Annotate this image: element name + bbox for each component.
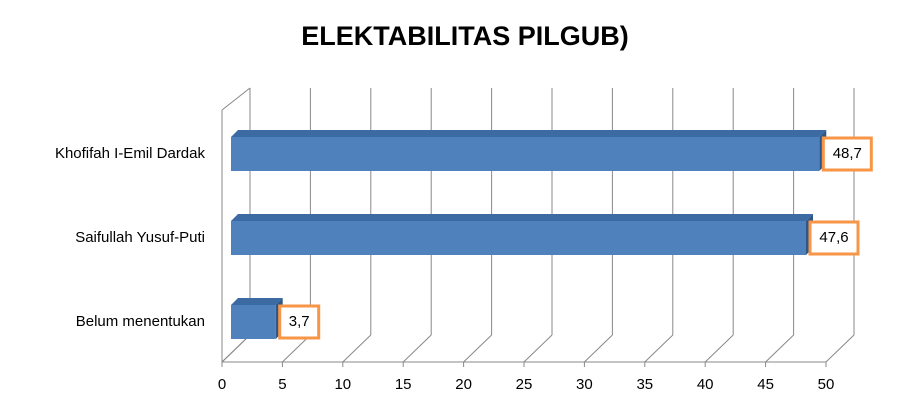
y-tick-label: Saifullah Yusuf-Puti [75,229,205,246]
x-tick-label: 30 [576,376,593,393]
grid-line [765,334,794,363]
value-label: 48,7 [833,145,862,162]
grid-line [704,334,734,363]
bar-face [231,214,814,221]
grid-line [584,334,613,363]
grid-line [825,334,855,363]
value-label: 47,6 [819,229,848,246]
x-tick-label: 25 [516,376,533,393]
value-label-box [808,220,860,256]
bar-face [231,221,807,255]
x-tick-label: 45 [757,376,774,393]
y-tick-label: Belum menentukan [76,313,205,330]
value-label-box [821,136,873,172]
grid-line [402,334,432,363]
bar-face [231,305,276,339]
x-tick-label: 10 [334,376,351,393]
x-tick-label: 40 [697,376,714,393]
x-tick-label: 15 [395,376,412,393]
grid-line [523,334,553,363]
bar [231,214,814,255]
wall-edge [221,87,251,111]
x-tick-label: 20 [455,376,472,393]
bar-face [231,298,283,305]
chart-title: ELEKTABILITAS PILGUB) [301,21,628,51]
y-tick-label: Khofifah I-Emil Dardak [55,145,206,162]
bar [231,298,283,339]
grid-line [644,334,674,363]
x-tick-label: 35 [636,376,653,393]
bar [231,130,827,171]
grid-line [463,334,492,363]
value-label: 3,7 [289,313,310,330]
x-tick-label: 5 [278,376,286,393]
grid-line [221,334,251,363]
bar-face [231,130,827,137]
grid-line [342,334,372,363]
x-tick-label: 50 [818,376,835,393]
x-tick-label: 0 [218,376,226,393]
bar-face [231,137,820,171]
value-label-box [278,304,321,340]
